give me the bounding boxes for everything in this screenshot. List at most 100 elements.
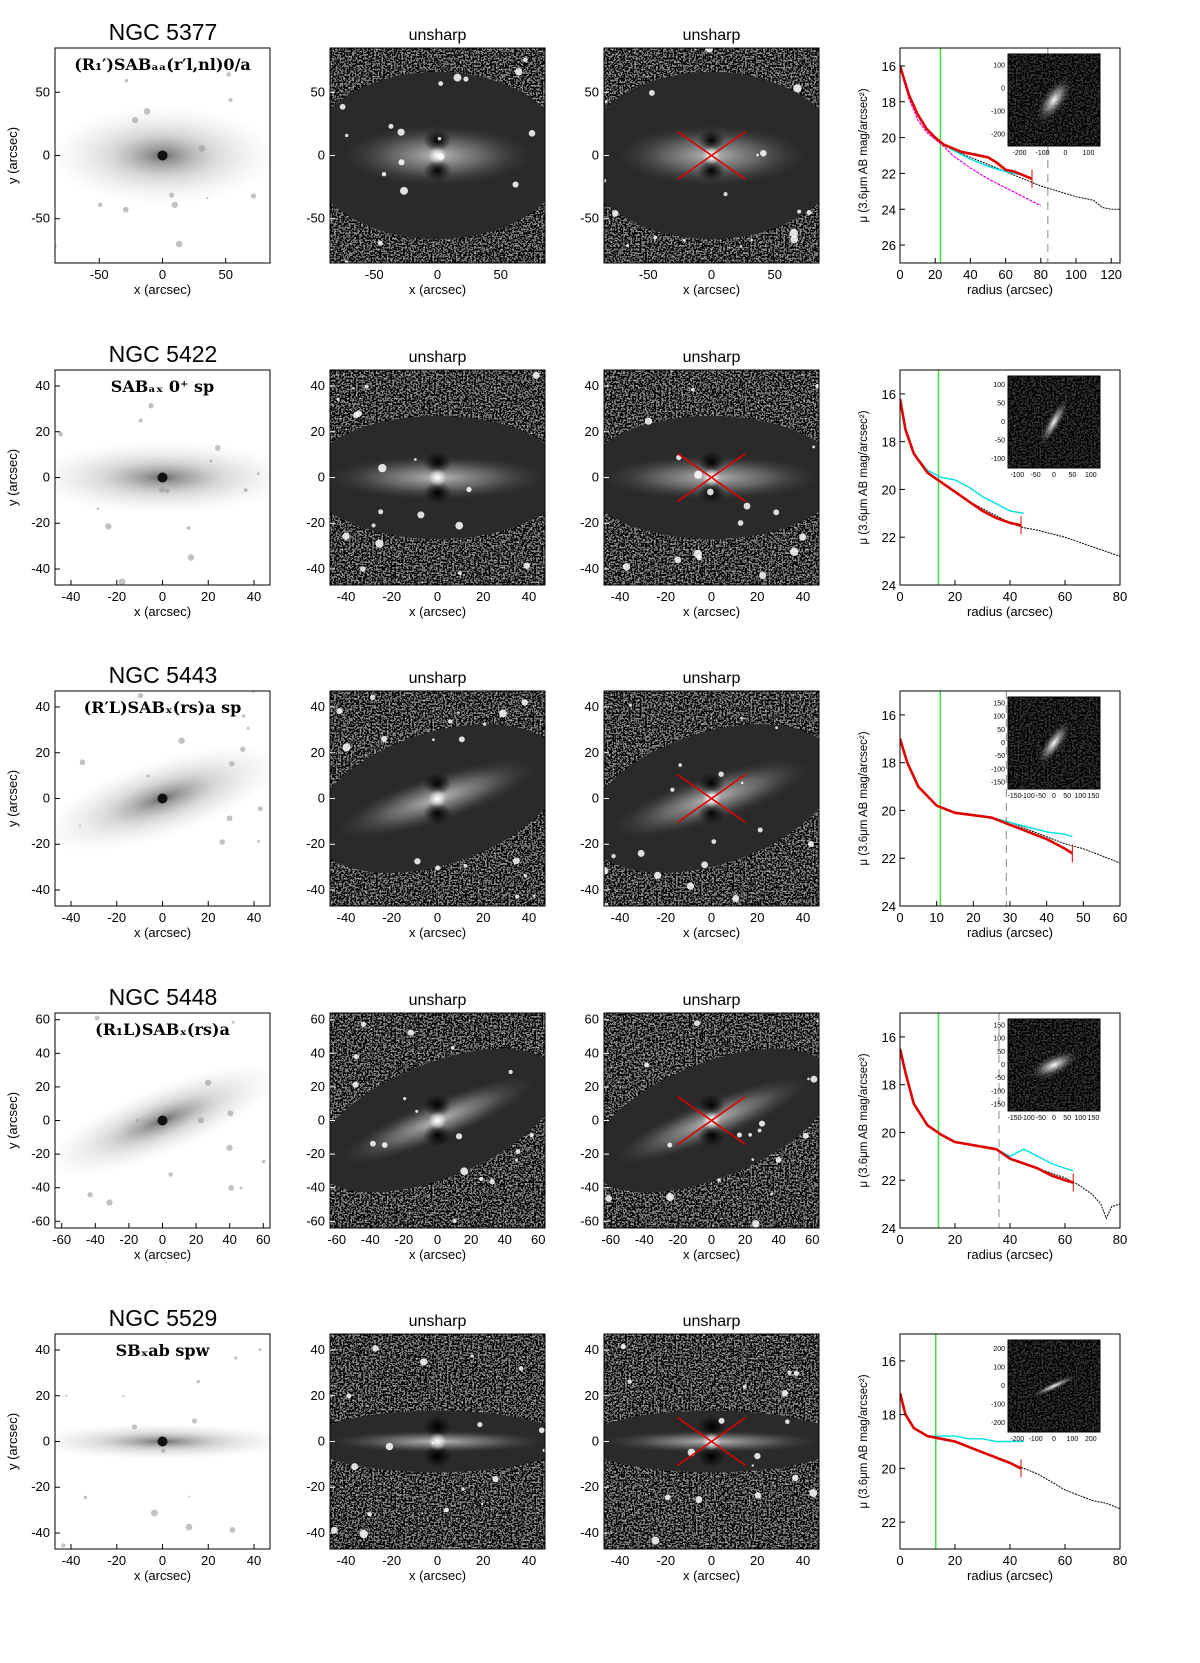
field-star [736, 1132, 742, 1138]
inset-x-tick-label: 100 [1074, 1115, 1086, 1122]
field-star [653, 235, 658, 240]
x-tick-label: 20 [201, 910, 215, 925]
inset-x-tick-label: -100 [1021, 1115, 1035, 1122]
bar-cross-line [677, 1416, 746, 1467]
galaxy-name: NGC 5448 [109, 984, 218, 1010]
field-star [810, 1075, 818, 1083]
y-tick-label: 24 [882, 899, 896, 914]
field-star [378, 463, 387, 473]
x-tick-label: -40 [611, 589, 630, 604]
x-tick-label: 0 [434, 589, 441, 604]
x-tick-label: 60 [531, 1232, 545, 1247]
y-tick-label: 0 [592, 148, 599, 163]
field-star [150, 1509, 158, 1517]
field-star [521, 699, 528, 706]
field-star [407, 1029, 414, 1036]
profile-line-red [900, 1048, 1074, 1184]
x-tick-label: -40 [611, 1553, 630, 1568]
field-star [514, 894, 520, 899]
y-tick-label: 60 [585, 1012, 599, 1027]
inset-frame [1007, 53, 1101, 147]
field-star [670, 370, 673, 373]
x-tick-label: 0 [708, 1553, 715, 1568]
inset-x-tick-label: 100 [1083, 150, 1095, 157]
field-star [370, 694, 376, 701]
y-tick-label: -60 [31, 1213, 50, 1228]
field-star [228, 1184, 235, 1191]
field-star [802, 1132, 809, 1139]
mu-axis-label: μ (3.6μm AB mag/arcsec²) [858, 1374, 870, 1508]
x-tick-label: -50 [639, 267, 658, 282]
unsharp-bar-panel: unsharp -40 -40 -20 -20 0 0 20 20 40 40 x (arcsec) [580, 670, 820, 940]
y-axis-label: y (arcsec) [5, 127, 20, 184]
field-star [239, 1186, 243, 1190]
y-tick-label: -20 [306, 1479, 325, 1494]
field-star [344, 260, 349, 263]
inset-galaxy [1038, 397, 1070, 447]
field-star [453, 73, 462, 82]
x-tick-label: 20 [464, 1232, 478, 1247]
y-tick-label: -50 [31, 211, 50, 226]
profile-line-red [900, 398, 1022, 527]
field-star [815, 383, 819, 389]
y-tick-label: 60 [311, 1012, 325, 1027]
field-star [751, 1464, 754, 1467]
field-star [743, 502, 751, 510]
field-star [214, 445, 221, 451]
field-star [512, 857, 520, 865]
x-tick-label: -40 [635, 1232, 654, 1247]
field-star [87, 1192, 93, 1198]
field-star [229, 760, 235, 767]
x-tick-label: 40 [222, 1232, 236, 1247]
y-tick-label: 18 [882, 1408, 896, 1423]
field-star [739, 244, 743, 248]
inset-x-tick-label: 50 [1063, 793, 1071, 800]
unsharp-bar-panel: unsharp -40 -40 -20 -20 0 0 20 20 40 40 x (arcsec) [580, 1313, 820, 1583]
x-tick-label: 0 [159, 1232, 166, 1247]
field-star [705, 48, 714, 53]
field-star [240, 746, 246, 752]
field-star [96, 507, 100, 511]
x-axis-label: x (arcsec) [683, 1247, 740, 1262]
figure-row-1: NGC 5377 (R₁′)SABₐₐ(r′l,nl)0/a -50 -50 0 0 50 5… [5, 19, 1122, 297]
y-tick-label: 0 [592, 1434, 599, 1449]
inset-y-tick-label: 0 [1001, 740, 1005, 747]
field-star [711, 839, 717, 844]
inset-y-tick-label: 100 [993, 382, 1005, 389]
field-star [793, 1370, 799, 1376]
x-tick-label: 20 [201, 1553, 215, 1568]
field-star [483, 722, 487, 726]
y-tick-label: 22 [882, 1173, 896, 1188]
original-image-panel: (R₁′)SABₐₐ(r′l,nl)0/a -50 -50 0 0 50 50 x (arcs… [5, 47, 271, 297]
y-tick-label: 16 [882, 387, 896, 402]
field-star [532, 371, 540, 379]
y-tick-label: 20 [311, 1388, 325, 1403]
x-tick-label: 50 [219, 267, 233, 282]
field-star [437, 136, 442, 141]
field-star [336, 397, 340, 401]
inset-x-tick-label: -100 [1035, 150, 1049, 157]
y-tick-label: -20 [31, 1479, 50, 1494]
panel-title-unsharp: unsharp [683, 349, 741, 366]
dark-lobe [697, 802, 726, 825]
field-star [604, 99, 608, 103]
y-tick-label: 40 [36, 1045, 50, 1060]
y-tick-label: 0 [592, 470, 599, 485]
field-star [775, 1156, 782, 1163]
unsharp-bar-panel: unsharp -40 -40 -20 -20 0 0 20 20 40 40 x (arcsec) [580, 349, 820, 619]
field-star [352, 387, 355, 390]
field-star [812, 445, 816, 449]
y-tick-label: -40 [580, 1525, 599, 1540]
x-tick-label: 50 [494, 267, 508, 282]
surface-brightness-profile: -150 -100 -50 0 50 100 150150100500-50-100-150… [858, 1012, 1127, 1262]
field-star [626, 243, 630, 248]
x-tick-label: 0 [708, 589, 715, 604]
y-tick-label: -20 [31, 1146, 50, 1161]
field-star [234, 1356, 238, 1360]
y-tick-label: 22 [882, 530, 896, 545]
x-tick-label: 40 [796, 910, 810, 925]
y-tick-label: -40 [306, 1180, 325, 1195]
y-tick-label: -40 [580, 882, 599, 897]
field-star [351, 1463, 359, 1471]
